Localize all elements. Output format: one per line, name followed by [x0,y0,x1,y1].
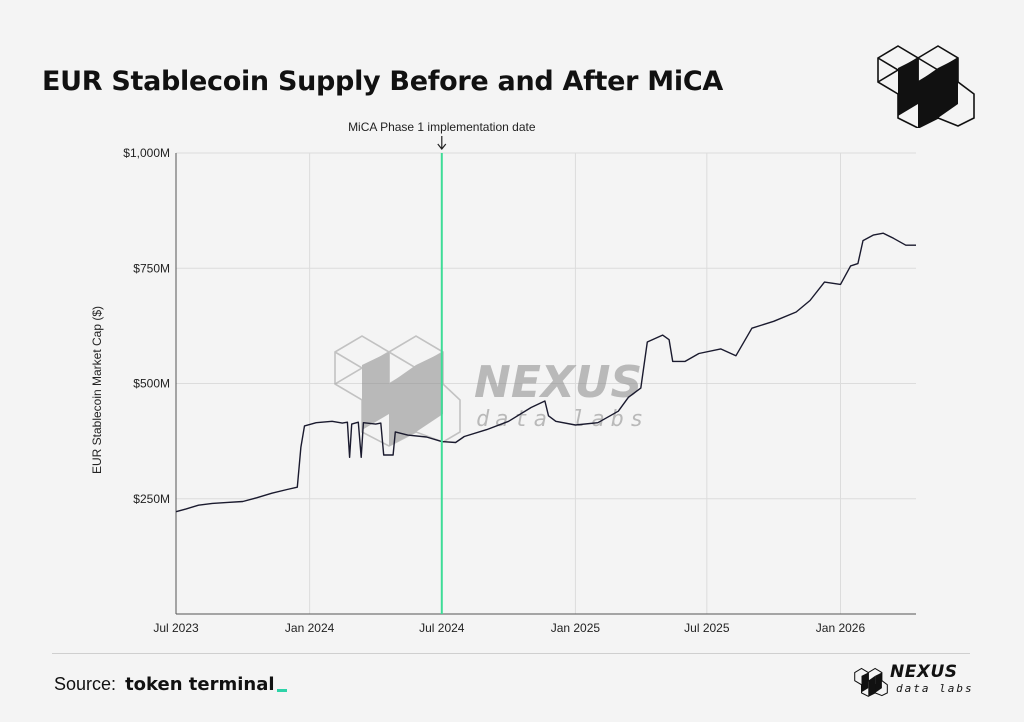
y-tick-label: $500M [133,377,170,391]
x-tick-label: Jan 2026 [816,621,866,635]
watermark-word: NEXUS [474,357,642,408]
nexus-cube-logo-icon-small [854,667,888,697]
watermark-sub: data labs [476,407,649,432]
footer-logo-word: NEXUS [890,662,958,682]
annotation: MiCA Phase 1 implementation date [348,120,536,614]
y-tick-label: $250M [133,492,170,506]
brand-underscore [276,689,287,692]
footer-divider [52,653,970,654]
x-tick-label: Jul 2024 [419,621,465,635]
source-credit: Source: token terminal [54,674,287,695]
y-tick-label: $750M [133,261,170,275]
nexus-cube-logo-icon [877,45,975,128]
nexus-watermark: NEXUS data labs [334,335,649,447]
axes: $250M $500M $750M $1,000M Jul 2023 Jan 2024 Ju… [123,146,916,635]
footer-logo: NEXUS data labs [852,662,976,702]
annotation-label: MiCA Phase 1 implementation date [348,120,536,134]
x-tick-label: Jan 2024 [285,621,335,635]
y-axis-label: EUR Stablecoin Market Cap ($) [90,306,104,474]
x-tick-label: Jan 2025 [551,621,601,635]
source-brand: token terminal [125,674,275,695]
annotation-arrow-icon [437,136,447,150]
footer-logo-sub: data labs [896,682,974,695]
x-tick-label: Jul 2025 [684,621,730,635]
series-line [175,232,916,513]
source-label: Source: [54,674,117,694]
series-layer [175,232,916,513]
chart-title: EUR Stablecoin Supply Before and After M… [42,66,723,97]
y-tick-label: $1,000M [123,146,170,160]
x-tick-label: Jul 2023 [153,621,199,635]
